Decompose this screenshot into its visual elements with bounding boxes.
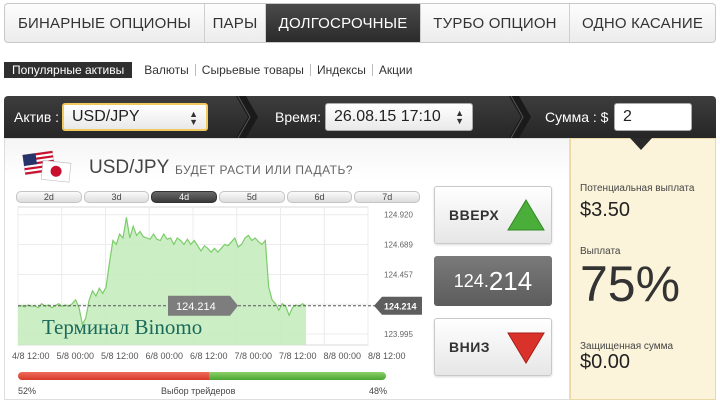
subnav-commodities[interactable]: Сырьевые товары: [196, 64, 311, 76]
payout-sidebar: [570, 138, 716, 400]
axis-price-tag-shape: [374, 296, 422, 315]
price-area-line: [17, 217, 307, 327]
potential-payout-value: $3.50: [580, 199, 631, 221]
period-button-4d[interactable]: 4d: [151, 191, 218, 203]
expiry-time-value: 26.08.15 17:10: [334, 108, 441, 125]
period-selector: 2d 3d 4d 5d 6d 7d: [16, 191, 421, 203]
subnav-indices[interactable]: Индексы: [311, 64, 373, 76]
period-button-2d[interactable]: 2d: [16, 191, 82, 203]
payout-label: Выплата: [580, 246, 621, 257]
y-tick-label: 124.689: [384, 241, 413, 250]
y-tick-label: 124.457: [384, 270, 413, 279]
protected-amount-label: Защищенная сумма: [580, 341, 674, 352]
x-tick-label: 7/8 00:00: [234, 351, 273, 361]
up-button-label: ВВЕРХ: [449, 207, 500, 223]
usd-jpy-flags-icon: [22, 150, 72, 183]
axis-price-tag-label: 124.214: [384, 301, 417, 311]
traders-choice-bar: [18, 372, 386, 380]
trade-parameters-bar: Актив : USD/JPY ▲ ▼ Время: 26.08.15 17:10…: [4, 96, 716, 138]
price-area-fill: [18, 217, 306, 345]
watermark-text: Терминал Binomo: [42, 315, 203, 339]
price-tag-shape: [168, 295, 238, 316]
expiry-time-select[interactable]: 26.08.15 17:10 ▲ ▼: [325, 103, 473, 131]
period-button-6d[interactable]: 6d: [286, 191, 353, 203]
put-down-button[interactable]: ВНИЗ: [434, 318, 552, 376]
price-tag-label: 124.214: [176, 301, 216, 313]
tab-pairs[interactable]: ПАРЫ: [205, 4, 266, 42]
direction-question: БУДЕТ РАСТИ ИЛИ ПАДАТЬ?: [175, 163, 354, 177]
arrow-down-icon: [507, 332, 545, 364]
y-tick-label: 123.995: [384, 330, 413, 339]
separator-chevron-icon: [236, 96, 258, 138]
protected-amount-value: $0.00: [580, 351, 631, 373]
select-arrows-icon: ▲ ▼: [189, 109, 198, 127]
time-label: Время:: [275, 109, 322, 125]
tab-long-term[interactable]: ДОЛГОСРОЧНЫЕ: [266, 4, 421, 42]
select-arrows-icon: ▲ ▼: [455, 108, 464, 126]
period-button-7d[interactable]: 7d: [354, 191, 421, 203]
asset-select-value: USD/JPY: [72, 108, 140, 125]
x-tick-label: 5/8 00:00: [56, 351, 95, 361]
traders-down-fill: [18, 372, 210, 380]
subnav-currencies[interactable]: Валюты: [138, 64, 196, 76]
down-button-label: ВНИЗ: [449, 339, 491, 355]
separator-chevron-icon: [509, 96, 531, 138]
asset-category-nav: Популярные активы Валюты Сырьевые товары…: [4, 62, 418, 78]
x-tick-label: 7/8 12:00: [279, 351, 317, 361]
traders-up-fill: [209, 372, 386, 380]
amount-input[interactable]: 2: [614, 103, 692, 131]
x-tick-label: 4/8 12:00: [12, 351, 50, 361]
tab-one-touch[interactable]: ОДНО КАСАНИЕ: [581, 14, 704, 32]
payout-percent: 75%: [580, 256, 681, 312]
amount-pointer-icon: [630, 138, 652, 150]
tab-turbo-option[interactable]: ТУРБО ОПЦИОН: [421, 4, 570, 42]
period-button-3d[interactable]: 3d: [83, 191, 150, 203]
traders-choice-label: Выбор трейдеров: [161, 386, 236, 396]
x-tick-label: 8/8 12:00: [368, 351, 406, 361]
current-price-display: 124. 214: [434, 256, 552, 306]
asset-title: USD/JPY: [89, 157, 170, 178]
price-integer-part: 124.: [453, 270, 489, 291]
potential-payout-label: Потенциальная выплата: [580, 183, 695, 194]
x-tick-label: 6/8 12:00: [190, 351, 228, 361]
price-decimal-part: 214: [488, 265, 533, 296]
asset-label: Актив :: [14, 109, 60, 125]
x-tick-label: 6/8 00:00: [145, 351, 184, 361]
subnav-popular-assets[interactable]: Популярные активы: [4, 62, 133, 78]
x-tick-label: 8/8 00:00: [323, 351, 362, 361]
option-type-tabs: БИНАРНЫЕ ОПЦИОНЫ ПАРЫ ДОЛГОСРОЧНЫЕ ТУРБО…: [4, 3, 716, 43]
amount-value: 2: [623, 108, 632, 125]
arrow-up-icon: [507, 199, 545, 231]
call-up-button[interactable]: ВВЕРХ: [434, 186, 552, 244]
traders-up-percent: 48%: [369, 386, 388, 396]
x-axis-labels: 4/8 12:00 5/8 00:00 5/8 12:00 6/8 00:00 6/8 …: [0, 351, 430, 363]
asset-select[interactable]: USD/JPY ▲ ▼: [62, 103, 208, 131]
amount-label: Сумма : $: [545, 109, 609, 125]
tab-binary-options[interactable]: БИНАРНЫЕ ОПЦИОНЫ: [5, 4, 205, 42]
y-tick-label: 124.920: [384, 211, 413, 220]
subnav-stocks[interactable]: Акции: [378, 63, 413, 77]
period-button-5d[interactable]: 5d: [219, 191, 285, 203]
price-chart: 124.920124.689124.457124.226123.995124.2…: [17, 206, 422, 346]
x-tick-label: 5/8 12:00: [101, 351, 139, 361]
traders-down-percent: 52%: [18, 386, 37, 396]
